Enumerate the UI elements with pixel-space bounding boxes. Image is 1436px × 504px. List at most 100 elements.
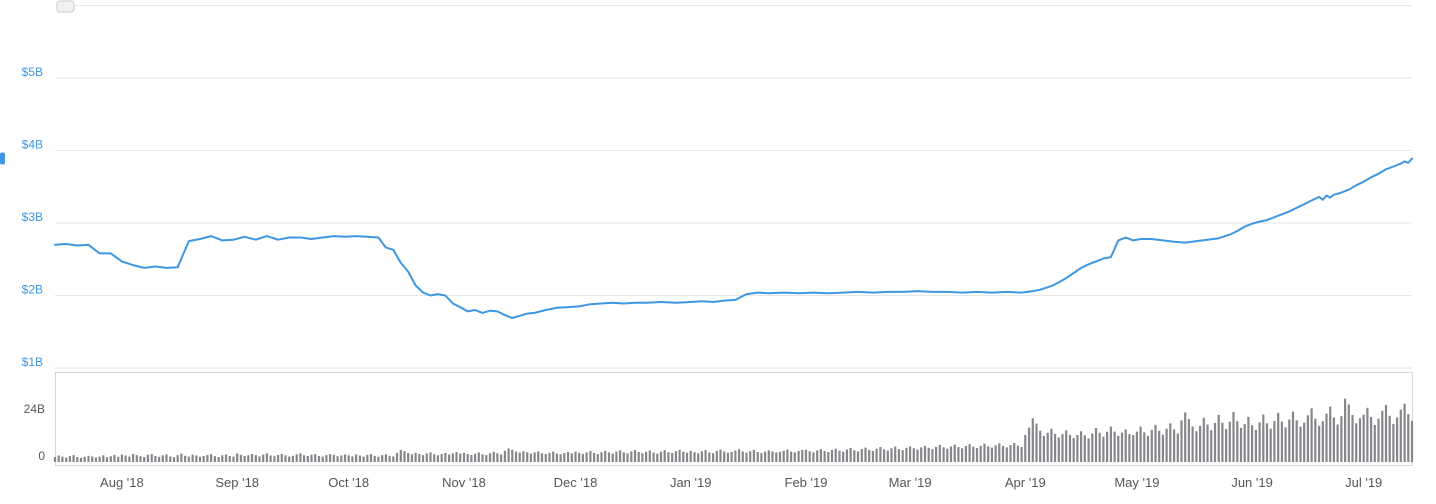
volume-bar[interactable] [1358,418,1362,463]
volume-bar[interactable] [466,454,469,462]
volume-bar[interactable] [1336,424,1339,463]
volume-bar[interactable] [429,452,432,462]
volume-bar[interactable] [1291,411,1295,462]
volume-bar[interactable] [1005,447,1008,462]
volume-bar[interactable] [176,455,179,462]
volume-bar[interactable] [853,450,856,462]
volume-bar[interactable] [1124,429,1127,463]
volume-bar[interactable] [1109,426,1112,462]
volume-bar[interactable] [1213,423,1217,462]
volume-bar[interactable] [734,450,737,463]
volume-bar[interactable] [1407,414,1410,462]
volume-bar[interactable] [243,456,246,462]
volume-bar[interactable] [1325,413,1328,462]
volume-bar[interactable] [1016,445,1019,463]
volume-bar[interactable] [1399,409,1402,463]
volume-bar[interactable] [381,455,384,462]
volume-bar[interactable] [448,454,451,463]
volume-bar[interactable] [369,454,373,462]
volume-bar[interactable] [786,449,789,463]
volume-bar[interactable] [507,448,510,463]
volume-bar[interactable] [1028,427,1031,462]
volume-bar[interactable] [150,454,153,462]
volume-bar[interactable] [332,454,335,462]
volume-bar[interactable] [1128,434,1131,462]
volume-bar[interactable] [262,454,265,463]
volume-bar[interactable] [1340,416,1343,462]
volume-bar[interactable] [1247,416,1250,462]
volume-bar[interactable] [897,449,900,462]
volume-bar[interactable] [351,456,354,462]
volume-bar[interactable] [723,451,726,462]
volume-bar[interactable] [146,454,149,462]
volume-bar[interactable] [879,447,882,462]
volume-bar[interactable] [399,449,402,462]
volume-bar[interactable] [1042,436,1045,462]
volume-bar[interactable] [938,444,941,462]
volume-bar[interactable] [1072,438,1075,462]
volume-bar[interactable] [440,454,443,462]
volume-bar[interactable] [1258,422,1261,462]
volume-bar[interactable] [169,456,172,462]
volume-bar[interactable] [425,453,428,463]
volume-bar[interactable] [968,444,971,462]
volume-bar[interactable] [708,452,711,462]
volume-bar[interactable] [1236,421,1239,462]
volume-bar[interactable] [946,448,949,462]
volume-bar[interactable] [678,449,681,462]
volume-bar[interactable] [830,449,834,462]
volume-bar[interactable] [1344,398,1347,462]
volume-bar[interactable] [886,450,889,463]
volume-bar[interactable] [388,455,391,463]
volume-bar[interactable] [1318,425,1321,463]
volume-bar[interactable] [626,453,629,463]
volume-bar[interactable] [630,451,633,462]
volume-bar[interactable] [1046,432,1049,462]
volume-bar[interactable] [842,451,845,462]
volume-bar[interactable] [422,455,425,462]
volume-bar[interactable] [213,456,216,462]
volume-bar[interactable] [771,451,774,462]
volume-bar[interactable] [823,451,826,462]
volume-bar[interactable] [875,448,878,462]
volume-bar[interactable] [1370,417,1373,462]
volume-bar[interactable] [927,447,930,462]
volume-bar[interactable] [1273,421,1276,462]
volume-bar[interactable] [303,455,306,462]
volume-bar[interactable] [72,455,75,462]
volume-bar[interactable] [198,456,202,462]
volume-bar[interactable] [254,455,257,462]
volume-bar[interactable] [76,457,79,462]
volume-bar[interactable] [1362,414,1365,462]
volume-bar[interactable] [790,451,793,462]
volume-bar[interactable] [373,456,376,462]
volume-bar[interactable] [1065,430,1068,462]
volume-bar[interactable] [362,456,365,462]
volume-bar[interactable] [1351,414,1354,462]
volume-bar[interactable] [697,453,700,463]
volume-bar[interactable] [745,452,748,462]
volume-bar[interactable] [358,455,361,463]
volume-bar[interactable] [1355,423,1358,463]
volume-bar[interactable] [1094,428,1098,462]
volume-bar[interactable] [492,451,495,462]
volume-bar[interactable] [336,456,339,462]
volume-bar[interactable] [827,452,830,462]
volume-bar[interactable] [273,456,276,462]
volume-bar[interactable] [120,454,123,463]
volume-bar[interactable] [1251,425,1254,462]
volume-bar[interactable] [589,451,592,462]
volume-bar[interactable] [1384,404,1388,462]
volume-bar[interactable] [228,456,231,462]
volume-bar[interactable] [1001,446,1005,462]
volume-bar[interactable] [949,446,953,462]
volume-bar[interactable] [91,456,94,462]
volume-bar[interactable] [801,449,804,462]
volume-bar[interactable] [403,451,406,462]
volume-bar[interactable] [1254,429,1257,462]
volume-bar[interactable] [979,445,982,463]
volume-bar[interactable] [132,453,135,462]
volume-bar[interactable] [767,450,770,462]
volume-bar[interactable] [500,454,503,463]
volume-bar[interactable] [1243,424,1246,462]
